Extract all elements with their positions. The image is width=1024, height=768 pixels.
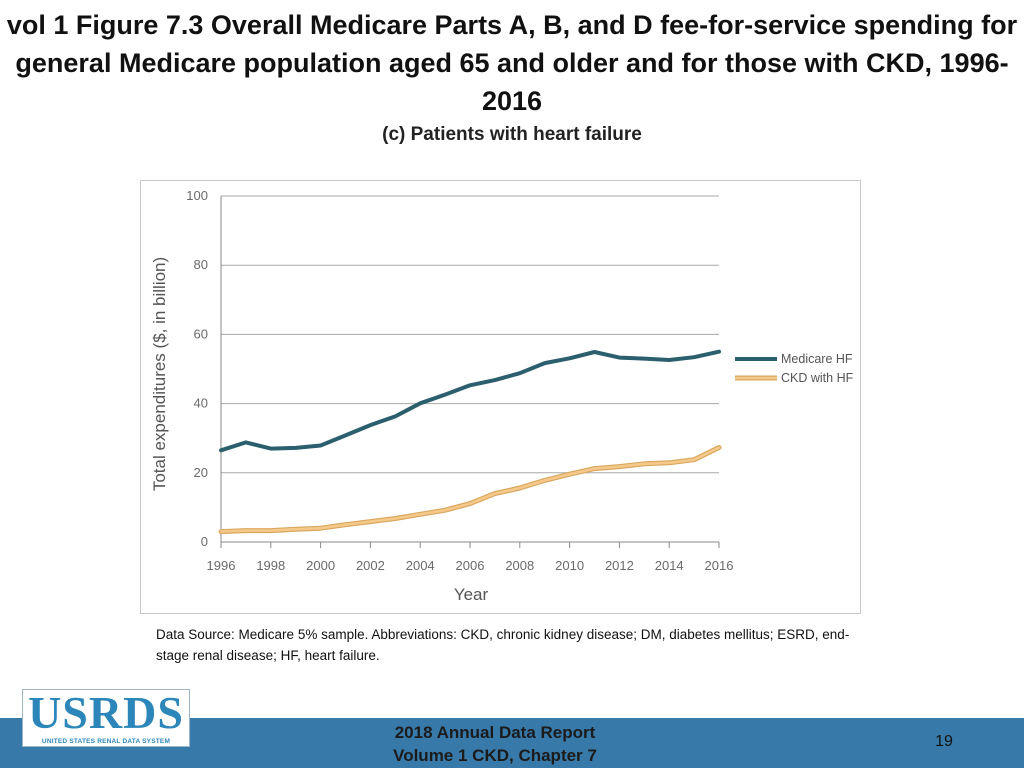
x-tick-label-1996: 1996 (207, 558, 236, 573)
logo-text: USRDS (28, 687, 184, 738)
y-tick-label-0: 0 (201, 534, 208, 549)
legend-label-ckd-with-hf: CKD with HF (781, 371, 854, 385)
y-tick-label-20: 20 (194, 465, 208, 480)
x-axis-title: Year (454, 585, 489, 604)
line-chart: 0 20 40 60 80 100 1996 1998 2000 2002 2004 2006 2008… (150, 188, 854, 604)
series-line-ckd-with-hf (219, 446, 721, 533)
y-tick-label-80: 80 (194, 257, 208, 272)
logo-subtext: UNITED STATES RENAL DATA SYSTEM (41, 738, 171, 745)
x-tick-label-1998: 1998 (256, 558, 285, 573)
report-label: 2018 Annual Data Report Volume 1 CKD, Ch… (340, 721, 650, 767)
chart-subtitle: (c) Patients with heart failure (382, 124, 642, 145)
report-line-2: Volume 1 CKD, Chapter 7 (393, 746, 597, 765)
y-axis-title: Total expenditures ($, in billion) (150, 257, 169, 491)
series-line-outline-ckd-with-hf (218, 445, 722, 535)
x-tick-label-2014: 2014 (655, 558, 684, 573)
report-line-1: 2018 Annual Data Report (394, 723, 596, 742)
slide-title: vol 1 Figure 7.3 Overall Medicare Parts … (6, 10, 1018, 116)
x-tick-label-2004: 2004 (406, 558, 435, 573)
x-tick-label-2002: 2002 (356, 558, 385, 573)
x-tick-label-2012: 2012 (605, 558, 634, 573)
series-line-medicare-hf (219, 349, 721, 453)
x-tick-label-2006: 2006 (456, 558, 485, 573)
x-tick-label-2008: 2008 (505, 558, 534, 573)
page-number: 19 (935, 733, 953, 750)
y-tick-label-40: 40 (194, 396, 208, 411)
y-tick-label-60: 60 (194, 326, 208, 341)
x-tick-label-2000: 2000 (306, 558, 335, 573)
legend-label-medicare-hf: Medicare HF (781, 352, 853, 366)
data-source-note: Data Source: Medicare 5% sample. Abbrevi… (156, 627, 850, 663)
y-tick-label-100: 100 (186, 188, 208, 203)
usrds-logo: USRDS UNITED STATES RENAL DATA SYSTEM (22, 687, 190, 747)
chart-frame: 0 20 40 60 80 100 1996 1998 2000 2002 2004 2006 2008… (140, 180, 861, 614)
x-tick-label-2016: 2016 (705, 558, 734, 573)
x-tick-label-2010: 2010 (555, 558, 584, 573)
